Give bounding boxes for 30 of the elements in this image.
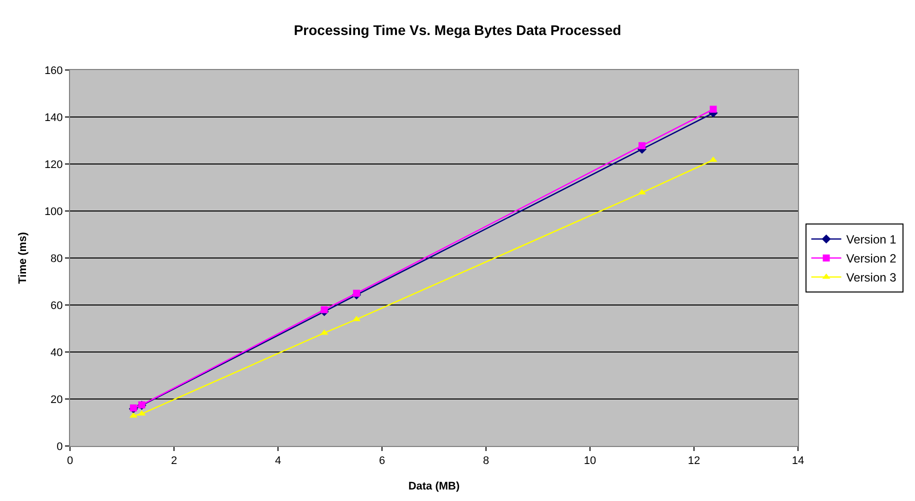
y-tick-label: 140	[44, 112, 63, 124]
x-tick-label: 6	[378, 455, 386, 468]
x-tick-label: 0	[66, 455, 74, 468]
legend-label: Version 1	[846, 232, 897, 247]
point	[138, 410, 146, 416]
x-axis-title: Data (MB)	[408, 480, 460, 492]
x-tick-label: 12	[688, 455, 700, 468]
point	[638, 142, 646, 150]
x-tick-label: 4	[274, 455, 282, 468]
legend-label: Version 2	[846, 252, 897, 266]
x-tick-label: 10	[584, 455, 596, 468]
point	[710, 106, 717, 113]
x-tick-label: 8	[482, 455, 490, 468]
y-axis-title: Time (ms)	[17, 232, 30, 284]
x-tick-label: 14	[792, 455, 804, 468]
point	[320, 306, 328, 314]
y-tick-label: 120	[44, 158, 63, 171]
y-tick-label: 60	[50, 300, 63, 312]
point	[353, 290, 360, 297]
point	[320, 329, 328, 335]
x-tick-label: 2	[170, 455, 178, 468]
y-tick-label: 40	[50, 346, 63, 359]
y-tick-label: 80	[50, 252, 63, 265]
y-tick-label: 160	[44, 64, 63, 77]
legend-label: Version 3	[846, 270, 897, 285]
y-tick-label: 0	[56, 440, 63, 453]
y-tick-label: 20	[50, 394, 63, 406]
y-tick-label: 100	[44, 206, 63, 218]
chart-title: Processing Time Vs. Mega Bytes Data Processed	[294, 22, 622, 38]
point	[129, 412, 138, 418]
